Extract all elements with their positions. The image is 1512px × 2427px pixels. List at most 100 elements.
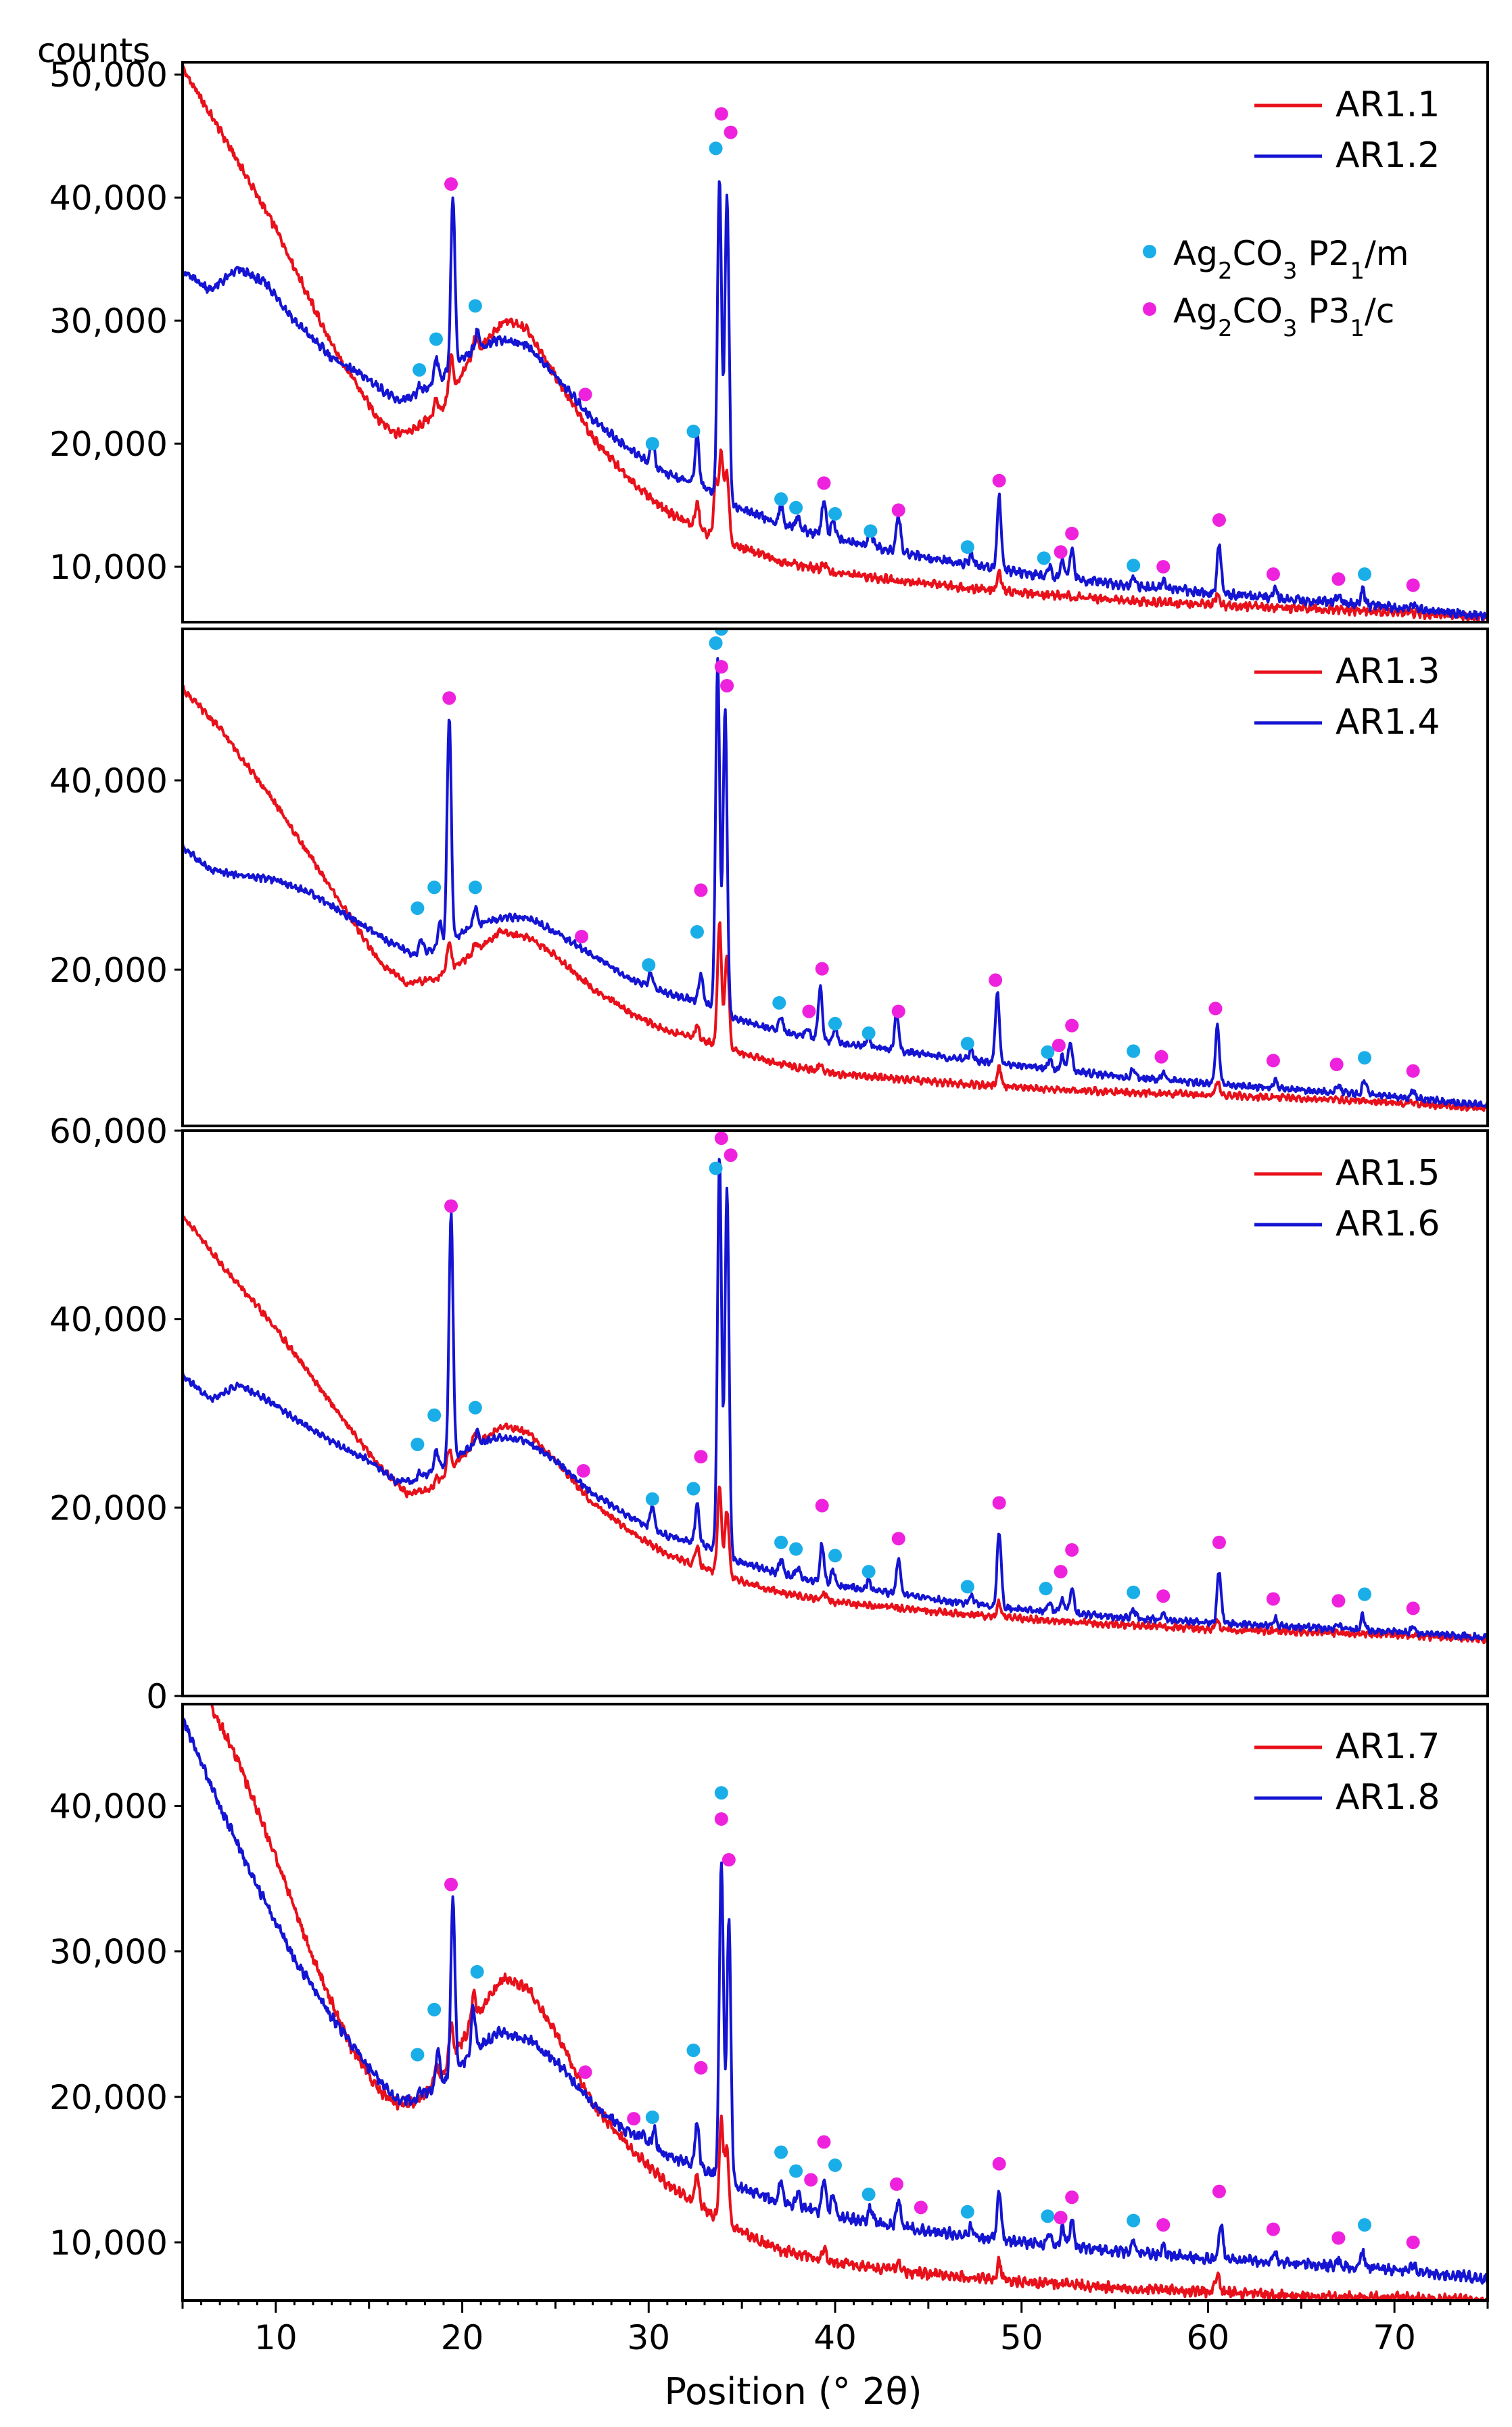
marker-p21m-0 [410,901,425,915]
marker-p31c-10 [1156,1589,1171,1603]
marker-p21m-11 [1037,551,1051,565]
marker-p21m-12 [1127,559,1141,573]
marker-p31c-6 [891,1532,905,1546]
marker-p31c-2 [694,883,708,897]
marker-p21m-2 [468,1400,482,1415]
marker-p21m-11 [1039,1582,1053,1596]
marker-p21m-8 [828,1016,842,1031]
marker-p21m-7 [789,2164,803,2178]
marker-p21m-0 [412,362,427,377]
marker-p21m-2 [468,880,482,895]
marker-p31c-12 [1208,1002,1223,1016]
marker-p31c-11 [1154,1050,1168,1064]
marker-p21m-3 [645,437,659,451]
marker-p21m-7 [789,500,803,515]
phase-legend-text-part: 1 [1350,315,1365,342]
marker-p31c-10 [1065,1018,1079,1033]
phase-legend-text-part: P3 [1298,291,1350,331]
marker-p31c-4 [714,1812,728,1826]
marker-p21m-4 [686,1482,701,1496]
marker-p21m-7 [789,1542,803,1556]
marker-p31c-2 [714,107,728,121]
y-tick-label: 10,000 [49,2223,168,2263]
y-tick-label: 20,000 [49,1488,168,1528]
phase-legend-text-part: Ag [1173,291,1218,331]
marker-p21m-12 [1127,1044,1141,1058]
y-tick-label: 10,000 [49,548,168,587]
series-line-AR1.4 [183,657,1488,1108]
marker-p21m-10 [960,2205,974,2219]
marker-p21m-8 [828,1549,842,1563]
marker-p31c-0 [442,691,456,705]
x-tick-label: 10 [254,2318,298,2357]
marker-p31c-1 [578,2065,592,2079]
phase-legend-label-p31c: Ag2CO3 P31/c [1173,291,1394,342]
marker-p31c-15 [1266,2222,1280,2236]
phase-legend-marker-p21m [1143,245,1156,258]
marker-p31c-8 [989,973,1003,987]
marker-p21m-5 [714,1786,728,1800]
marker-p21m-12 [1127,1585,1141,1599]
y-tick-label: 20,000 [49,951,168,990]
y-tick-label: 50,000 [49,55,168,95]
marker-p31c-12 [1331,572,1346,586]
marker-p21m-5 [709,141,723,156]
phase-legend-text-part: 2 [1218,258,1233,285]
panel-plot-area [183,65,1488,622]
marker-p31c-7 [817,2135,831,2149]
phase-legend-text-part: CO [1233,234,1283,273]
y-tick-label: 30,000 [49,1933,168,1972]
marker-p21m-3 [645,2110,659,2124]
marker-p21m-5 [709,1161,723,1175]
marker-p31c-15 [1406,1064,1420,1078]
marker-p31c-7 [992,1496,1006,1510]
y-tick-label: 40,000 [49,761,168,801]
marker-p21m-3 [645,1492,659,1506]
marker-p21m-1 [429,332,443,346]
marker-p21m-10 [960,1580,974,1594]
marker-p21m-9 [861,2187,876,2201]
y-tick-label: 40,000 [49,179,168,218]
marker-p31c-1 [575,930,589,943]
phase-legend-marker-p31c [1143,302,1156,316]
y-axis-label: counts [37,31,150,70]
phase-legend-text-part: 3 [1283,258,1298,285]
series-line-AR1.1 [183,65,1488,622]
marker-p31c-13 [1156,2218,1171,2232]
phase-legend-text-part: 1 [1350,258,1365,285]
phase-legend-text-part: Ag [1173,234,1218,273]
marker-p31c-0 [444,1877,458,1891]
y-tick-label: 40,000 [49,1787,168,1827]
series-line-AR1.8 [183,1716,1488,2285]
y-tick-label: 0 [146,1677,168,1716]
marker-p31c-4 [817,476,831,490]
x-tick-label: 70 [1373,2318,1416,2357]
x-axis: 10 20 30 40 50 60 70 [181,2301,1489,2357]
panel-p4: 10,000 20,000 30,000 40,000 AR1.7 AR1.8 [49,1703,1489,2302]
legend-label-AR1.4: AR1.4 [1336,702,1440,743]
phase-legend-text-part: 3 [1283,315,1298,342]
marker-p31c-4 [720,679,734,692]
legend-label-AR1.8: AR1.8 [1336,1777,1440,1818]
panel-frame [181,1703,1489,2302]
marker-p21m-10 [960,1037,974,1051]
marker-p31c-13 [1331,1594,1346,1608]
marker-p21m-6 [774,2145,788,2159]
marker-p31c-17 [1406,2235,1420,2249]
marker-p31c-11 [1212,1535,1226,1549]
phase-legend-text-part: CO [1233,291,1283,331]
legend-label-AR1.3: AR1.3 [1336,651,1440,692]
marker-p31c-2 [694,1450,708,1464]
marker-p21m-13 [1358,567,1372,582]
panel-frame [181,628,1489,1127]
phase-legend-text-part: 2 [1218,315,1233,342]
marker-p31c-16 [1331,2231,1346,2245]
marker-p31c-0 [444,1199,458,1213]
panel-p2: 20,000 40,000 AR1.3 AR1.4 [49,628,1489,1127]
x-tick-label: 30 [627,2318,670,2357]
marker-p31c-14 [1406,1601,1420,1616]
x-tick-label: 40 [813,2318,857,2357]
marker-p31c-4 [724,1148,738,1162]
marker-p31c-2 [627,2112,641,2126]
marker-p31c-13 [1406,578,1420,592]
